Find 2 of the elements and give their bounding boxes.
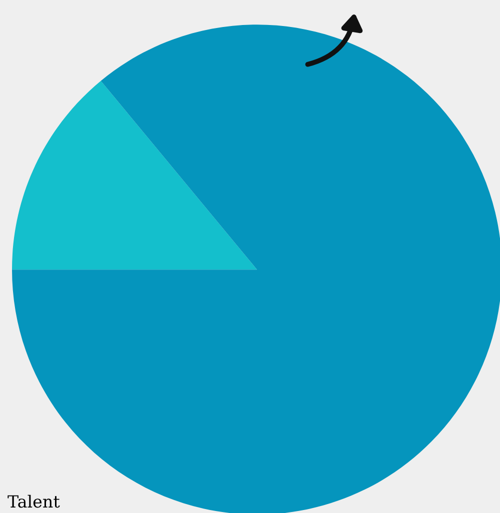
pie-slice bbox=[12, 80, 257, 270]
text: Talent bbox=[8, 494, 60, 508]
